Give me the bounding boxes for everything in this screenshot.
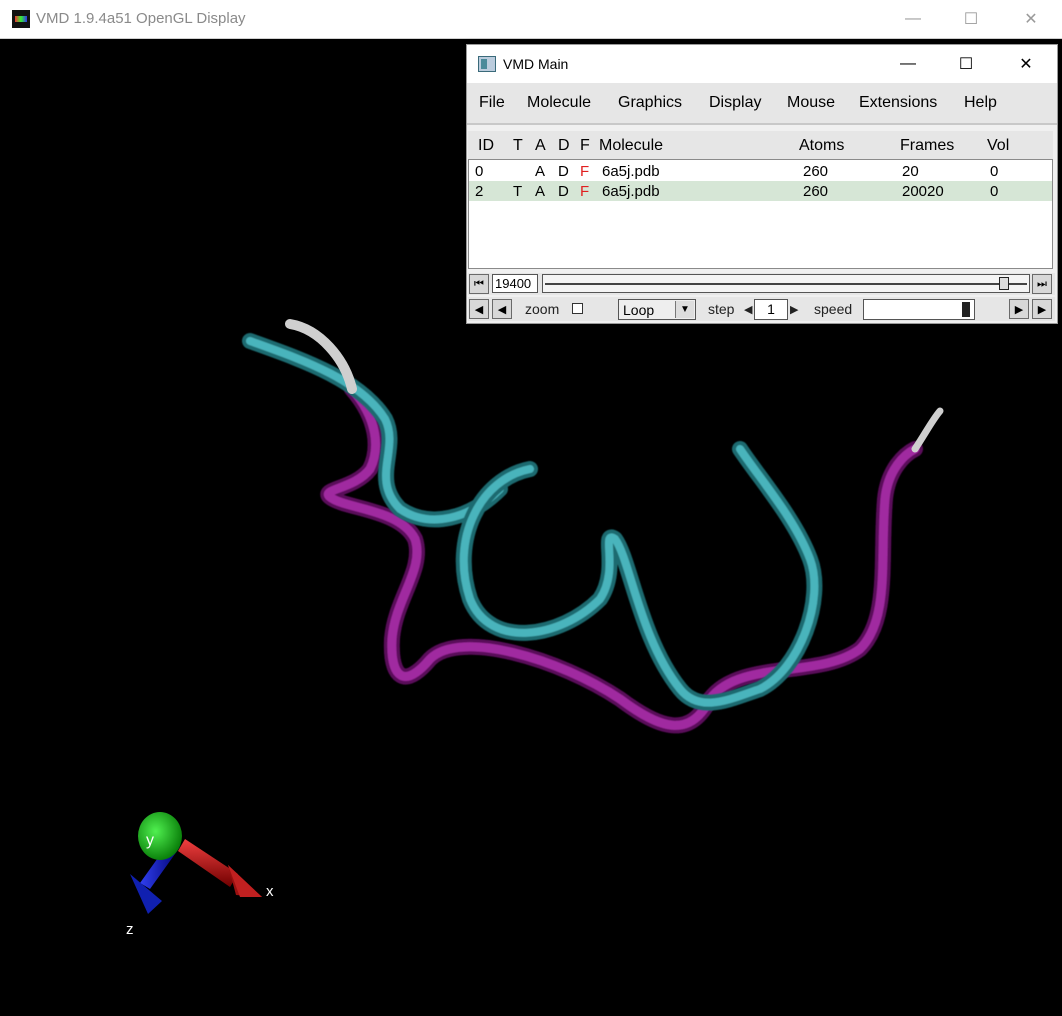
mol-vol: 0	[990, 183, 999, 200]
speed-label: speed	[814, 301, 853, 317]
ribbon-terminal-white-2	[911, 407, 944, 453]
frame-control-row: ⏮ ⏭	[468, 273, 1055, 295]
col-f[interactable]: F	[580, 137, 590, 154]
mol-drawn-flag[interactable]: D	[558, 183, 569, 200]
ribbon-terminal-white	[285, 319, 357, 394]
col-t[interactable]: T	[513, 137, 523, 154]
speed-slider[interactable]	[863, 299, 975, 320]
axis-y-label: y	[146, 832, 154, 849]
speed-slider-thumb[interactable]	[962, 302, 970, 317]
vmd-main-titlebar[interactable]: VMD Main — ☐ ✕	[467, 45, 1057, 83]
mol-name: 6a5j.pdb	[602, 163, 660, 180]
mol-frames: 20020	[902, 183, 944, 200]
col-id[interactable]: ID	[478, 137, 494, 154]
window-icon	[478, 56, 496, 72]
col-frames[interactable]: Frames	[900, 137, 955, 154]
step-back-icon[interactable]: ◀	[469, 299, 489, 319]
vmd-main-close-button[interactable]: ✕	[1019, 56, 1033, 73]
menu-help[interactable]: Help	[964, 94, 997, 111]
play-forward-icon[interactable]: ▶	[1009, 299, 1029, 319]
play-reverse-icon[interactable]: ◀	[492, 299, 512, 319]
molecule-table-header: ID T A D F Molecule Atoms Frames Vol	[468, 131, 1053, 159]
table-row[interactable]: 2 T A D F 6a5j.pdb 260 20020 0	[469, 181, 1052, 201]
frame-slider[interactable]	[542, 274, 1030, 293]
mol-fixed-flag[interactable]: F	[580, 163, 590, 180]
mol-id: 0	[475, 163, 484, 180]
axis-z-label: z	[126, 921, 134, 938]
mol-drawn-flag[interactable]: D	[558, 163, 569, 180]
mol-fixed-flag[interactable]: F	[580, 183, 590, 200]
playback-control-row: ◀ ◀ zoom Loop ▼ step ◀ 1 ▶ speed ▶ ▶	[468, 297, 1055, 321]
gl-window-titlebar[interactable]: VMD 1.9.4a51 OpenGL Display — ☐ ✕	[0, 0, 1062, 39]
vmd-logo-icon	[12, 10, 30, 28]
mol-id: 2	[475, 183, 484, 200]
orientation-axes: x y z	[126, 812, 274, 938]
vmd-main-window[interactable]: VMD Main — ☐ ✕ File Molecule Graphics Di…	[466, 44, 1058, 324]
loop-mode-value: Loop	[623, 302, 655, 318]
protein-ribbon-render	[242, 319, 944, 734]
loop-mode-select[interactable]: Loop ▼	[618, 299, 696, 320]
molecule-table: ID T A D F Molecule Atoms Frames Vol 0 A…	[468, 131, 1053, 269]
menu-molecule[interactable]: Molecule	[527, 94, 592, 111]
vmd-main-minimize-button[interactable]: —	[900, 55, 916, 72]
maximize-button[interactable]: ☐	[963, 11, 979, 28]
zoom-checkbox[interactable]	[572, 303, 583, 314]
axis-x-label: x	[266, 883, 274, 900]
mol-atoms: 260	[803, 183, 829, 200]
zoom-label: zoom	[525, 301, 560, 317]
menu-extensions[interactable]: Extensions	[859, 94, 938, 111]
mol-atoms: 260	[803, 163, 829, 180]
vmd-main-maximize-button[interactable]: ☐	[958, 56, 974, 73]
gl-window-title: VMD 1.9.4a51 OpenGL Display	[36, 10, 246, 27]
col-atoms[interactable]: Atoms	[799, 137, 845, 154]
skip-last-icon[interactable]: ⏭	[1032, 274, 1052, 294]
mol-active-flag[interactable]: A	[535, 183, 546, 200]
step-forward-icon[interactable]: ▶	[1032, 299, 1052, 319]
mol-active-flag[interactable]: A	[535, 163, 546, 180]
table-row[interactable]: 0 A D F 6a5j.pdb 260 20 0	[469, 161, 1052, 181]
axis-x-arrow	[178, 839, 262, 897]
chevron-down-icon[interactable]: ▼	[675, 301, 694, 318]
col-vol[interactable]: Vol	[987, 137, 1010, 154]
mol-name: 6a5j.pdb	[602, 183, 660, 200]
menu-graphics[interactable]: Graphics	[618, 94, 683, 111]
step-value[interactable]: 1	[754, 299, 788, 320]
mol-frames: 20	[902, 163, 919, 180]
step-increase-icon[interactable]: ▶	[790, 304, 799, 316]
mol-vol: 0	[990, 163, 999, 180]
menu-file[interactable]: File	[479, 94, 505, 111]
step-label: step	[708, 301, 735, 317]
menubar: File Molecule Graphics Display Mouse Ext…	[467, 83, 1057, 125]
close-button[interactable]: ✕	[1024, 11, 1038, 28]
step-decrease-icon[interactable]: ◀	[744, 304, 753, 316]
menu-display[interactable]: Display	[709, 94, 762, 111]
ribbon-segment-cyan-2	[455, 441, 823, 711]
axis-y-marker	[138, 812, 182, 860]
skip-first-icon[interactable]: ⏮	[469, 274, 489, 294]
col-d[interactable]: D	[558, 137, 570, 154]
vmd-main-title: VMD Main	[503, 56, 569, 72]
minimize-button[interactable]: —	[905, 10, 921, 27]
col-molecule[interactable]: Molecule	[599, 137, 664, 154]
col-a[interactable]: A	[535, 137, 546, 154]
mol-top-flag[interactable]: T	[513, 183, 523, 200]
frame-slider-thumb[interactable]	[999, 277, 1009, 290]
molecule-list[interactable]: 0 A D F 6a5j.pdb 260 20 0 2 T A D F 6a5j…	[468, 159, 1053, 269]
menu-mouse[interactable]: Mouse	[787, 94, 836, 111]
frame-number-input[interactable]	[492, 274, 538, 293]
